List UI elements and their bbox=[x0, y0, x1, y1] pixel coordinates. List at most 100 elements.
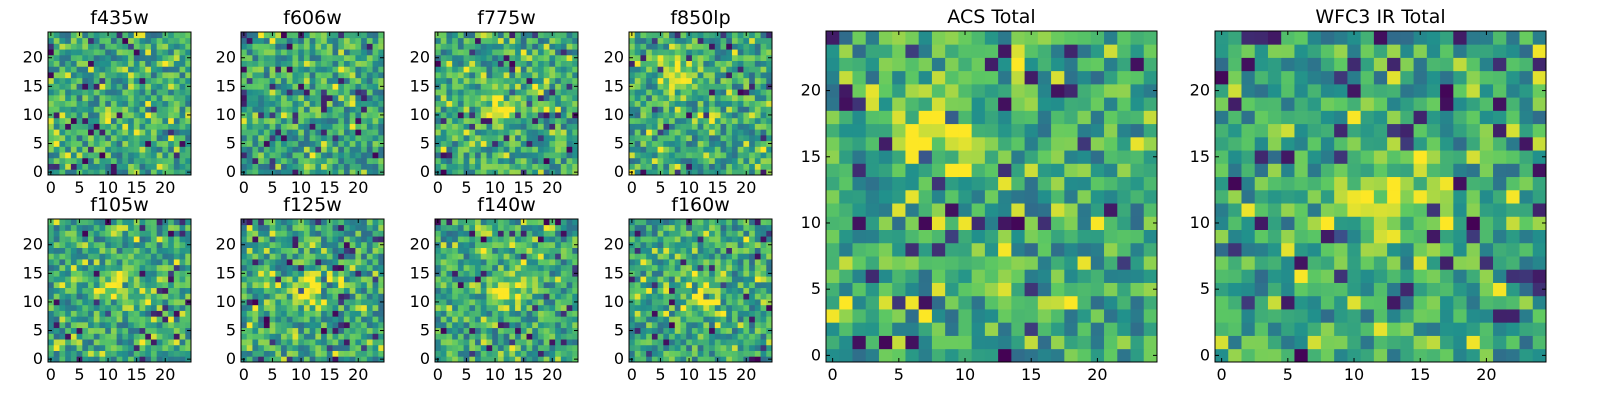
heatmap-cell bbox=[59, 72, 66, 79]
heatmap-cell bbox=[520, 304, 527, 311]
heatmap-cell bbox=[99, 112, 106, 119]
heatmap-cell bbox=[543, 60, 550, 67]
heatmap-cell bbox=[509, 344, 516, 351]
heatmap-cell bbox=[139, 281, 146, 289]
heatmap-cell bbox=[503, 259, 510, 266]
heatmap-cell bbox=[532, 287, 539, 294]
heatmap-cell bbox=[145, 293, 152, 300]
heatmap-cell bbox=[480, 72, 487, 79]
heatmap-cell bbox=[366, 224, 373, 231]
heatmap-cell bbox=[446, 49, 453, 56]
heatmap-cell bbox=[754, 66, 761, 73]
heatmap-cell bbox=[766, 60, 773, 67]
heatmap-cell bbox=[122, 304, 129, 311]
heatmap-cell bbox=[703, 54, 710, 61]
heatmap-cell bbox=[275, 117, 282, 124]
heatmap-cell bbox=[321, 112, 328, 119]
heatmap-cell bbox=[669, 134, 676, 142]
heatmap-cell bbox=[286, 270, 293, 277]
heatmap-cell bbox=[338, 140, 345, 147]
heatmap-cell bbox=[269, 60, 276, 67]
heatmap-cell bbox=[59, 253, 66, 260]
heatmap-cell bbox=[133, 230, 140, 237]
heatmap-cell bbox=[640, 316, 647, 323]
heatmap-cell bbox=[93, 89, 100, 96]
heatmap-cell bbox=[720, 321, 727, 329]
heatmap-cell bbox=[680, 77, 687, 84]
heatmap-cell bbox=[520, 350, 527, 357]
heatmap-cell bbox=[749, 89, 756, 96]
heatmap-cell bbox=[486, 49, 493, 56]
heatmap-cell bbox=[292, 152, 299, 159]
heatmap-cell bbox=[70, 169, 77, 176]
heatmap-cell bbox=[532, 32, 539, 39]
heatmap-cell bbox=[543, 54, 550, 61]
heatmap-cell bbox=[168, 117, 175, 124]
heatmap-cell bbox=[532, 310, 539, 317]
heatmap-cell bbox=[128, 304, 135, 311]
heatmap-cell bbox=[332, 350, 339, 357]
heatmap-cell bbox=[463, 112, 470, 119]
heatmap-cell bbox=[640, 32, 647, 39]
heatmap-cell bbox=[760, 276, 767, 283]
heatmap-cell bbox=[105, 259, 112, 266]
heatmap-cell bbox=[116, 247, 123, 254]
heatmap-cell bbox=[93, 163, 100, 170]
heatmap-cell bbox=[332, 339, 339, 346]
heatmap-cell bbox=[355, 259, 362, 266]
heatmap-cell bbox=[349, 310, 356, 317]
heatmap-cell bbox=[697, 287, 704, 294]
heatmap-cell bbox=[697, 43, 704, 50]
heatmap-cell bbox=[133, 299, 140, 306]
heatmap-cell bbox=[76, 100, 83, 107]
heatmap-cell bbox=[258, 344, 265, 351]
heatmap-cell bbox=[503, 140, 510, 147]
heatmap-cell bbox=[372, 134, 379, 142]
heatmap-cell bbox=[720, 333, 727, 340]
heatmap-cell bbox=[463, 350, 470, 357]
heatmap-cell bbox=[526, 293, 533, 300]
heatmap-cell bbox=[168, 321, 175, 329]
heatmap-cell bbox=[361, 236, 368, 243]
heatmap-cell bbox=[463, 106, 470, 113]
heatmap-cell bbox=[292, 264, 299, 271]
heatmap-cell bbox=[275, 304, 282, 311]
heatmap-cell bbox=[286, 327, 293, 334]
heatmap-cell bbox=[509, 152, 516, 159]
heatmap-cell bbox=[372, 49, 379, 56]
heatmap-cell bbox=[88, 117, 95, 124]
heatmap-cell bbox=[82, 270, 89, 277]
x-tick-label: 10 bbox=[291, 178, 311, 197]
heatmap-cell bbox=[657, 304, 664, 311]
heatmap-cell bbox=[332, 83, 339, 90]
heatmap-cell bbox=[349, 140, 356, 147]
heatmap-cell bbox=[332, 169, 339, 176]
heatmap-cell bbox=[532, 299, 539, 306]
heatmap-cell bbox=[326, 134, 333, 142]
heatmap-cell bbox=[303, 32, 311, 39]
heatmap-cell bbox=[731, 106, 739, 113]
heatmap-cell bbox=[520, 241, 527, 248]
heatmap-cells bbox=[629, 32, 773, 176]
heatmap-cell bbox=[116, 89, 123, 96]
heatmap-cell bbox=[275, 32, 282, 39]
heatmap-cell bbox=[332, 224, 339, 231]
heatmap-cell bbox=[122, 293, 129, 300]
heatmap-cell bbox=[743, 72, 750, 79]
heatmap-cell bbox=[532, 94, 539, 102]
heatmap-cell bbox=[338, 281, 345, 289]
heatmap-cell bbox=[737, 157, 744, 164]
heatmap-cell bbox=[446, 117, 453, 124]
heatmap-cell bbox=[486, 350, 493, 357]
heatmap-cell bbox=[258, 304, 265, 311]
heatmap-cell bbox=[663, 321, 670, 329]
heatmap-cell bbox=[691, 299, 699, 306]
heatmap-cell bbox=[743, 146, 750, 153]
axes-frame bbox=[434, 31, 579, 176]
heatmap-cell bbox=[674, 310, 681, 317]
heatmap-cell bbox=[65, 356, 72, 363]
heatmap-cell bbox=[366, 293, 373, 300]
heatmap-cell bbox=[731, 37, 739, 44]
heatmap-cell bbox=[269, 140, 276, 147]
heatmap-cell bbox=[269, 83, 276, 90]
